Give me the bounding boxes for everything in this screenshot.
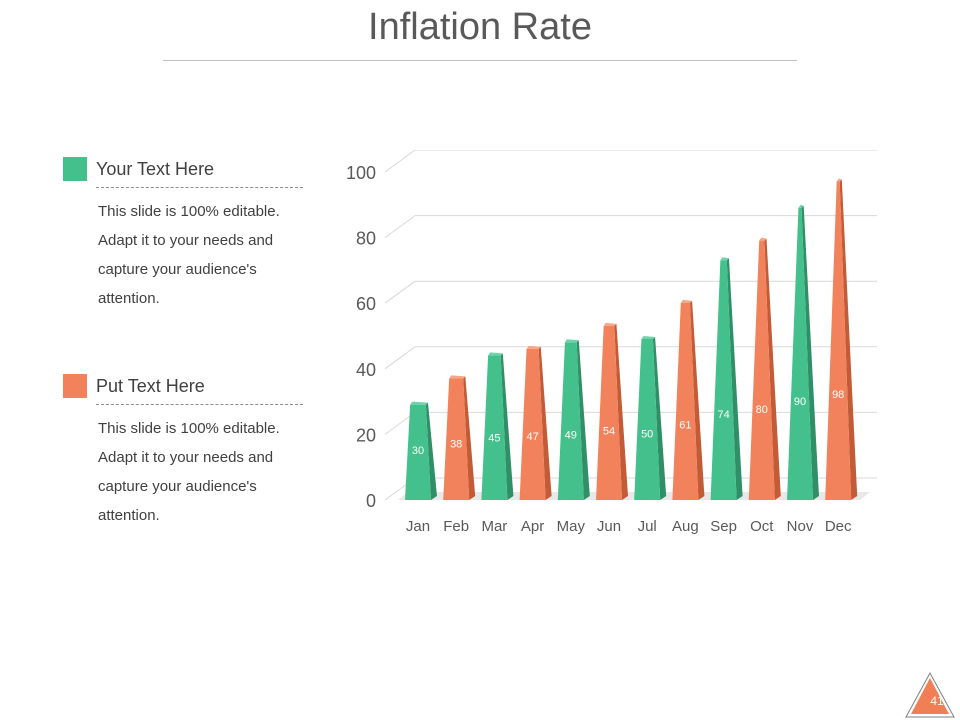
bar-top xyxy=(680,299,693,303)
bar xyxy=(443,378,470,500)
data-label: 47 xyxy=(526,431,538,443)
bar-top xyxy=(759,237,767,241)
bar xyxy=(748,240,775,500)
bar-side xyxy=(425,402,437,500)
bar-top xyxy=(798,204,804,208)
title-divider xyxy=(163,60,797,61)
legend-divider xyxy=(96,187,303,188)
data-label: 45 xyxy=(488,433,500,445)
legend-heading: Your Text Here xyxy=(96,159,215,179)
data-label: 30 xyxy=(412,445,424,457)
x-tick-label: Dec xyxy=(825,518,852,535)
bar-top xyxy=(410,401,428,405)
bar-top xyxy=(564,339,579,343)
legend-swatch-green xyxy=(63,157,87,181)
page-title: Inflation Rate xyxy=(368,6,592,48)
x-tick-label: Oct xyxy=(750,518,774,535)
bar-side xyxy=(463,376,476,500)
bar xyxy=(519,348,546,500)
x-tick-label: Mar xyxy=(481,518,507,535)
bar-side xyxy=(726,258,743,500)
y-tick-label: 40 xyxy=(356,360,376,380)
legend-body-text: This slide is 100% editable. Adapt it to… xyxy=(98,420,280,524)
gridline-diagonal xyxy=(384,215,416,239)
x-tick-label: May xyxy=(557,518,586,535)
x-tick-label: Aug xyxy=(672,518,699,535)
x-tick-label: Jan xyxy=(406,518,430,535)
y-tick-label: 80 xyxy=(356,229,376,249)
bar-side xyxy=(576,340,590,500)
x-tick-label: Feb xyxy=(443,518,469,535)
badge-triangle xyxy=(911,678,949,714)
bar-side xyxy=(801,205,819,501)
x-tick-label: Nov xyxy=(787,518,814,535)
y-tick-label: 60 xyxy=(356,294,376,314)
bar-top xyxy=(720,257,729,261)
data-label: 38 xyxy=(450,438,462,450)
bar xyxy=(405,404,431,500)
data-label: 54 xyxy=(603,425,615,437)
bar xyxy=(672,302,699,500)
bar-side xyxy=(839,179,858,500)
page-number: 41 xyxy=(930,694,944,708)
bar-side xyxy=(614,323,628,500)
bar-top xyxy=(526,345,541,349)
y-tick-label: 0 xyxy=(366,491,376,511)
bar-side xyxy=(652,337,667,500)
y-tick-label: 100 xyxy=(346,163,376,183)
bar xyxy=(634,339,661,500)
x-tick-label: Sep xyxy=(710,518,737,535)
bar-side xyxy=(689,300,705,500)
bar-top xyxy=(641,336,656,339)
data-label: 61 xyxy=(679,420,691,432)
data-label: 80 xyxy=(756,404,768,416)
gridline-diagonal xyxy=(384,280,416,304)
legend-swatch-orange xyxy=(63,374,87,398)
bar-side xyxy=(500,353,514,500)
inflation-chart: 0 20 40 60 80 100 30 Jan 38 Feb 45 Mar 47 Apr 49 May 54 J… xyxy=(346,150,877,535)
x-tick-label: Jun xyxy=(597,518,621,535)
x-tick-label: Jul xyxy=(638,518,657,535)
legend-body-text: This slide is 100% editable. Adapt it to… xyxy=(98,203,280,307)
data-label: 74 xyxy=(717,409,729,421)
gridline-diagonal xyxy=(384,150,416,173)
data-label: 98 xyxy=(832,389,844,401)
data-label: 90 xyxy=(794,396,806,408)
bar-top xyxy=(449,375,466,379)
bar xyxy=(557,342,584,500)
bar-top xyxy=(603,322,617,326)
bar xyxy=(481,355,508,500)
bar xyxy=(596,325,622,500)
legend-divider xyxy=(96,404,303,405)
bar xyxy=(710,260,737,500)
page-number-badge: 41 xyxy=(905,671,955,718)
gridline-diagonal xyxy=(384,346,416,370)
bar-top xyxy=(488,352,503,356)
x-tick-label: Apr xyxy=(521,518,544,535)
y-tick-label: 20 xyxy=(356,425,376,445)
bar xyxy=(825,181,852,500)
data-label: 50 xyxy=(641,429,653,441)
bar-top xyxy=(836,178,842,182)
data-label: 49 xyxy=(565,429,577,441)
bar-side xyxy=(538,346,552,500)
legend-heading: Put Text Here xyxy=(96,376,205,396)
bar xyxy=(787,207,813,501)
bar-side xyxy=(764,238,781,500)
